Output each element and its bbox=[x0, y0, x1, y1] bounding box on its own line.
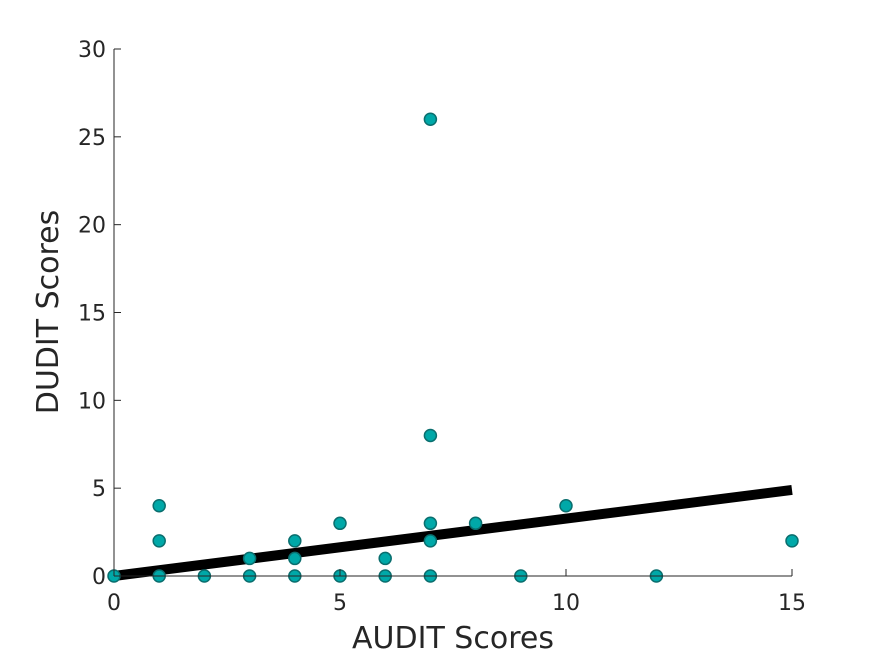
regression-line bbox=[113, 484, 793, 581]
ticks: 0 5 10 15 0 5 10 15 20 25 30 bbox=[78, 38, 806, 616]
x-tick-label: 5 bbox=[333, 591, 347, 616]
y-tick-label: 15 bbox=[78, 302, 106, 327]
data-point bbox=[288, 551, 302, 566]
data-point bbox=[423, 112, 438, 127]
data-point bbox=[288, 534, 302, 548]
data-point bbox=[559, 498, 573, 513]
data-point bbox=[152, 534, 166, 548]
x-axis-title: AUDIT Scores bbox=[352, 621, 554, 656]
y-axis-title: DUDIT Scores bbox=[31, 210, 66, 415]
y-tick-label: 0 bbox=[92, 565, 106, 590]
y-tick-label: 25 bbox=[78, 126, 106, 151]
data-point bbox=[242, 551, 257, 566]
y-tick-label: 5 bbox=[92, 477, 106, 502]
data-point bbox=[468, 516, 483, 531]
data-point bbox=[378, 551, 392, 566]
data-point bbox=[333, 516, 347, 531]
data-point bbox=[152, 498, 166, 513]
data-point bbox=[423, 428, 438, 443]
y-tick-label: 20 bbox=[78, 214, 106, 239]
x-tick-label: 15 bbox=[778, 591, 806, 616]
y-tick-label: 30 bbox=[78, 38, 106, 63]
data-point bbox=[423, 534, 438, 548]
y-tick-label: 10 bbox=[78, 389, 106, 414]
axes bbox=[113, 49, 792, 577]
data-point bbox=[423, 516, 438, 531]
data-point bbox=[785, 534, 799, 548]
x-tick-label: 0 bbox=[107, 591, 121, 616]
points-layer bbox=[107, 112, 799, 583]
fit-line-layer bbox=[113, 484, 793, 581]
x-tick-label: 10 bbox=[552, 591, 580, 616]
